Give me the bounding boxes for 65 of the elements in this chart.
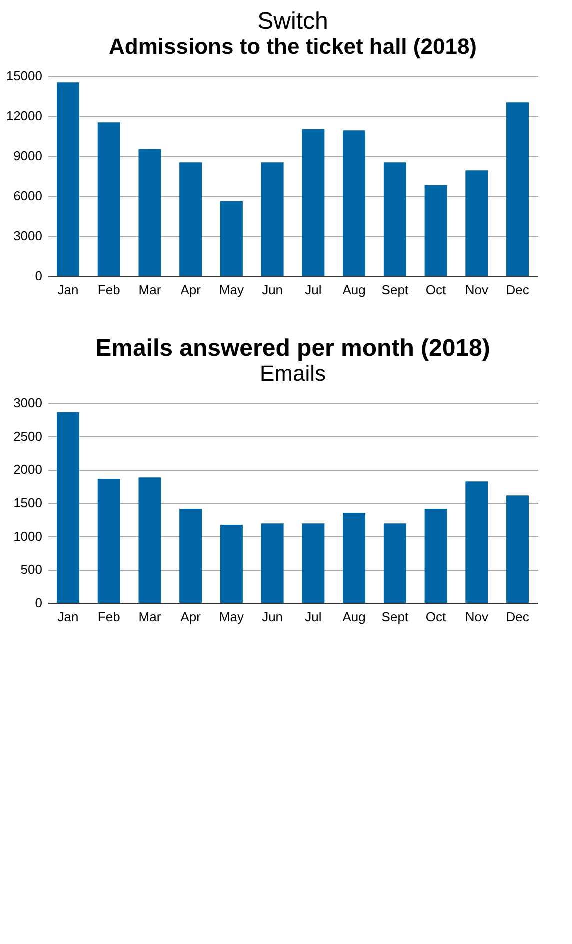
y-tick-label: 3000 xyxy=(14,228,42,244)
chart-title: Emails answered per month (2018) xyxy=(96,335,490,362)
bar xyxy=(261,162,284,276)
bar xyxy=(466,170,488,276)
bar xyxy=(56,412,80,603)
y-tick-label: 3000 xyxy=(14,396,42,410)
y-tick-label: 500 xyxy=(20,562,42,578)
bar xyxy=(138,478,162,603)
bar xyxy=(424,185,448,276)
chart-title: Switch xyxy=(258,8,328,35)
bar xyxy=(261,524,284,603)
x-tick-label: Nov xyxy=(465,282,489,298)
y-tick-label: 0 xyxy=(35,268,42,284)
y-tick-label: 2000 xyxy=(14,462,42,478)
bar xyxy=(302,129,325,276)
bar xyxy=(220,201,243,276)
x-tick-label: Mar xyxy=(138,610,162,624)
bar xyxy=(56,82,80,276)
x-tick-label: Jun xyxy=(262,282,284,298)
bar xyxy=(138,149,162,276)
x-tick-label: Aug xyxy=(342,610,366,624)
x-tick-label: Jan xyxy=(58,610,79,624)
x-tick-label: Jan xyxy=(58,282,79,298)
y-tick-label: 1000 xyxy=(14,528,42,544)
x-tick-label: Oct xyxy=(426,282,447,298)
y-tick-label: 15000 xyxy=(6,68,42,84)
y-tick-label: 0 xyxy=(35,596,42,610)
x-tick-label: Jun xyxy=(262,610,284,624)
x-tick-label: May xyxy=(219,282,244,298)
x-tick-label: Dec xyxy=(506,610,530,624)
bar xyxy=(98,479,120,603)
x-tick-label: Mar xyxy=(138,282,162,298)
y-tick-label: 2500 xyxy=(14,428,42,444)
x-tick-label: Nov xyxy=(465,610,489,624)
bar xyxy=(506,496,530,603)
y-tick-label: 6000 xyxy=(14,188,42,204)
x-tick-label: Apr xyxy=(180,282,202,298)
x-tick-label: Aug xyxy=(342,282,366,298)
bar xyxy=(384,524,406,603)
x-tick-label: Apr xyxy=(180,610,202,624)
bar xyxy=(180,162,202,276)
bar xyxy=(220,525,243,603)
bar xyxy=(506,102,530,276)
x-tick-label: Oct xyxy=(426,610,447,624)
bar xyxy=(302,524,325,603)
x-tick-label: Sept xyxy=(382,282,409,298)
y-tick-label: 1500 xyxy=(14,496,42,510)
bar xyxy=(180,509,202,603)
x-tick-label: Feb xyxy=(98,282,120,298)
x-tick-label: Feb xyxy=(98,610,120,624)
x-tick-label: Jul xyxy=(305,610,322,624)
chart-subtitle: Admissions to the ticket hall (2018) xyxy=(109,34,477,59)
x-tick-label: May xyxy=(219,610,244,624)
x-tick-label: Dec xyxy=(506,282,530,298)
y-tick-label: 9000 xyxy=(14,148,42,164)
y-tick-label: 12000 xyxy=(6,108,42,124)
bar xyxy=(343,130,366,276)
bar xyxy=(98,122,120,276)
bar xyxy=(384,162,406,276)
chart-subtitle: Emails xyxy=(260,361,326,386)
x-tick-label: Jul xyxy=(305,282,322,298)
bar xyxy=(466,482,488,603)
x-tick-label: Sept xyxy=(382,610,409,624)
bar xyxy=(424,509,448,603)
bar xyxy=(343,513,366,603)
